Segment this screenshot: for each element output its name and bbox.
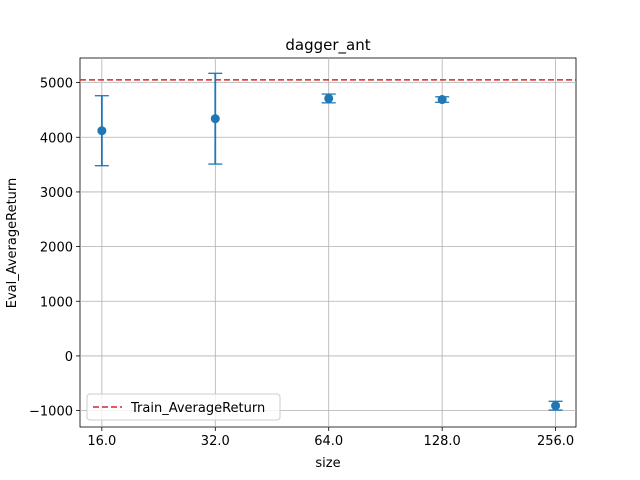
chart-title: dagger_ant <box>285 36 370 55</box>
y-tick-label: 1000 <box>40 295 73 310</box>
y-tick-label: 3000 <box>40 186 73 201</box>
y-axis-ticks: −1000 0 1000 2000 3000 4000 5000 <box>29 77 80 420</box>
x-tick-label: 64.0 <box>314 434 343 449</box>
legend: Train_AverageReturn <box>86 393 281 421</box>
x-axis-ticks: 16.0 32.0 64.0 128.0 256.0 <box>87 427 574 449</box>
y-tick-label: −1000 <box>29 405 73 420</box>
y-tick-label: 2000 <box>40 241 73 256</box>
legend-box <box>86 393 281 421</box>
data-series <box>94 72 563 411</box>
x-tick-label: 256.0 <box>537 434 574 449</box>
data-point <box>437 95 447 105</box>
data-point <box>97 126 107 136</box>
x-tick-label: 128.0 <box>424 434 461 449</box>
x-tick-label: 32.0 <box>201 434 230 449</box>
plot-frame <box>79 57 577 428</box>
y-tick-label: 0 <box>65 350 73 365</box>
legend-label: Train_AverageReturn <box>130 401 265 416</box>
x-axis-label: size <box>315 456 340 471</box>
grid-lines <box>80 58 576 427</box>
data-point <box>210 114 220 124</box>
y-axis-label: Eval_AverageReturn <box>5 178 20 309</box>
data-point <box>324 93 334 103</box>
x-tick-label: 16.0 <box>87 434 116 449</box>
data-point <box>551 401 561 411</box>
y-tick-label: 4000 <box>40 131 73 146</box>
y-tick-label: 5000 <box>40 77 73 92</box>
